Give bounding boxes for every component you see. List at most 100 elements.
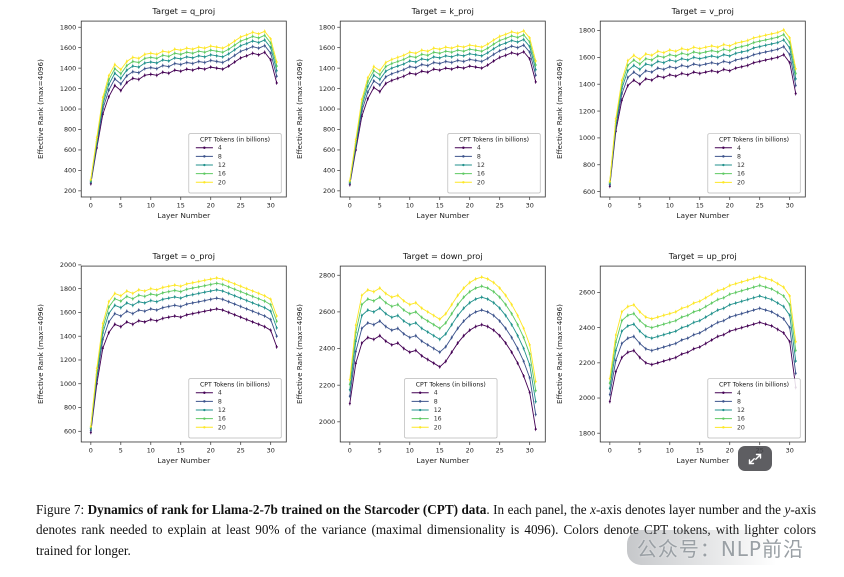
legend-box [447, 133, 541, 194]
y-tick-label: 1000 [319, 105, 335, 113]
legend-entry-label: 20 [477, 179, 485, 186]
x-tick-label: 10 [665, 202, 673, 210]
caption-text-3: -axis denotes rank needed to explain at … [36, 502, 816, 558]
chart-svg-k_proj: Target = k_proj2004006008001000120014001… [295, 6, 547, 220]
series-line-8B [349, 309, 537, 415]
x-axis-label: Layer Number [157, 456, 211, 465]
figure-panels: Target = q_proj 200 400 600 800 1000 1200 1400 1… [34, 4, 812, 482]
x-tick-label: 0 [348, 202, 352, 210]
legend-entry-label: 8 [218, 153, 222, 160]
watermark-text: 公众号：NLP前沿 [636, 537, 804, 561]
legend-entry-label: 16 [218, 416, 226, 423]
y-tick-label: 1800 [579, 27, 595, 35]
chart-panel-q_proj: Target = q_proj 200 400 600 800 1000 1200 1400 1… [34, 4, 293, 237]
legend-entry-label: 8 [737, 153, 741, 160]
y-tick-label: 2200 [579, 359, 595, 367]
legend-entry-label: 8 [434, 399, 438, 406]
x-tick-label: 0 [89, 447, 93, 455]
y-tick-label: 800 [64, 126, 76, 134]
y-tick-label: 400 [323, 167, 335, 175]
legend-entry-label: 12 [737, 407, 745, 414]
series-line-12B [609, 295, 796, 389]
legend-box [707, 378, 801, 439]
y-tick-label: 1400 [60, 64, 76, 72]
y-tick-label: 600 [583, 188, 595, 196]
figure-caption: Figure 7: Dynamics of rank for Llama-2-7… [36, 500, 816, 561]
y-tick-label: 200 [323, 187, 335, 195]
legend-entry-label: 16 [434, 416, 442, 423]
legend-entry-label: 4 [434, 390, 438, 397]
chart-svg-o_proj: Target = o_proj 600 800 1000 1200 1400 1600 180… [36, 251, 287, 465]
y-tick-label: 200 [64, 187, 76, 195]
series-line-8B [90, 297, 278, 431]
legend-entry-label: 4 [737, 390, 741, 397]
caption-x-letter: x [590, 502, 596, 517]
y-tick-label: 1200 [60, 85, 76, 93]
legend-box [188, 378, 282, 439]
legend-entry-label: 12 [218, 162, 226, 169]
x-tick-label: 15 [177, 202, 185, 210]
x-tick-label: 0 [607, 447, 611, 455]
series-line-4B [90, 308, 278, 433]
legend-title: CPT Tokens (in billions) [200, 382, 270, 389]
legend-entry-label: 8 [218, 399, 222, 406]
y-tick-label: 600 [323, 146, 335, 154]
x-tick-label: 30 [267, 202, 275, 210]
y-tick-label: 2000 [319, 418, 335, 426]
series-line-8B [90, 45, 278, 183]
series-line-4B [349, 51, 537, 185]
panel-title: Target = down_proj [402, 251, 483, 261]
legend-entry-label: 12 [477, 162, 485, 169]
y-tick-label: 1800 [319, 23, 335, 31]
legend-title: CPT Tokens (in billions) [416, 382, 486, 389]
x-tick-label: 10 [406, 447, 414, 455]
caption-y-letter: y [784, 502, 791, 517]
legend-entry-label: 16 [737, 171, 745, 178]
y-tick-label: 1600 [60, 44, 76, 52]
x-tick-label: 10 [147, 447, 155, 455]
legend-entry-label: 20 [434, 425, 442, 432]
series-line-12B [90, 289, 278, 429]
chart-panel-o_proj: Target = o_proj 600 800 1000 1200 1400 1600 180… [34, 249, 293, 482]
x-tick-label: 15 [436, 202, 444, 210]
x-tick-label: 5 [637, 447, 641, 455]
panel-title: Target = o_proj [152, 251, 216, 261]
x-tick-label: 20 [466, 447, 474, 455]
legend-entry-label: 16 [477, 171, 485, 178]
legend-title: CPT Tokens (in billions) [200, 137, 270, 144]
x-tick-label: 30 [267, 447, 275, 455]
chart-svg-v_proj: Target = v_proj 600 800 1000 1200 1400 1600 180… [555, 6, 806, 220]
legend-box [188, 133, 282, 194]
x-axis-label: Layer Number [417, 211, 471, 220]
y-axis-label: Effective Rank (max=4096) [295, 304, 304, 404]
expand-button[interactable] [738, 446, 772, 471]
y-axis-label: Effective Rank (max=4096) [555, 59, 564, 159]
caption-bold-title: Dynamics of rank for Llama-2-7b trained … [87, 502, 487, 517]
y-tick-label: 1200 [579, 107, 595, 115]
watermark: 公众号：NLP前沿 [626, 530, 814, 565]
caption-text-1: . In each panel, the [486, 502, 591, 517]
y-tick-label: 1400 [60, 333, 76, 341]
y-tick-label: 1400 [319, 64, 335, 72]
x-tick-label: 5 [378, 447, 382, 455]
y-tick-label: 2000 [579, 394, 595, 402]
x-tick-label: 5 [119, 202, 123, 210]
y-tick-label: 800 [323, 126, 335, 134]
series-line-16B [349, 34, 537, 182]
legend-entry-label: 20 [737, 179, 745, 186]
x-tick-label: 15 [177, 447, 185, 455]
y-axis-label: Effective Rank (max=4096) [555, 304, 564, 404]
series-line-8B [349, 44, 537, 184]
x-axis-label: Layer Number [676, 211, 730, 220]
y-tick-label: 800 [64, 404, 76, 412]
panel-title: Target = up_proj [667, 251, 736, 261]
x-tick-label: 20 [725, 447, 733, 455]
legend-entry-label: 16 [737, 416, 745, 423]
legend-entry-label: 12 [218, 407, 226, 414]
y-tick-label: 2200 [319, 382, 335, 390]
x-tick-label: 25 [496, 202, 504, 210]
y-tick-label: 600 [64, 428, 76, 436]
y-tick-label: 1800 [60, 23, 76, 31]
y-tick-label: 1400 [579, 80, 595, 88]
